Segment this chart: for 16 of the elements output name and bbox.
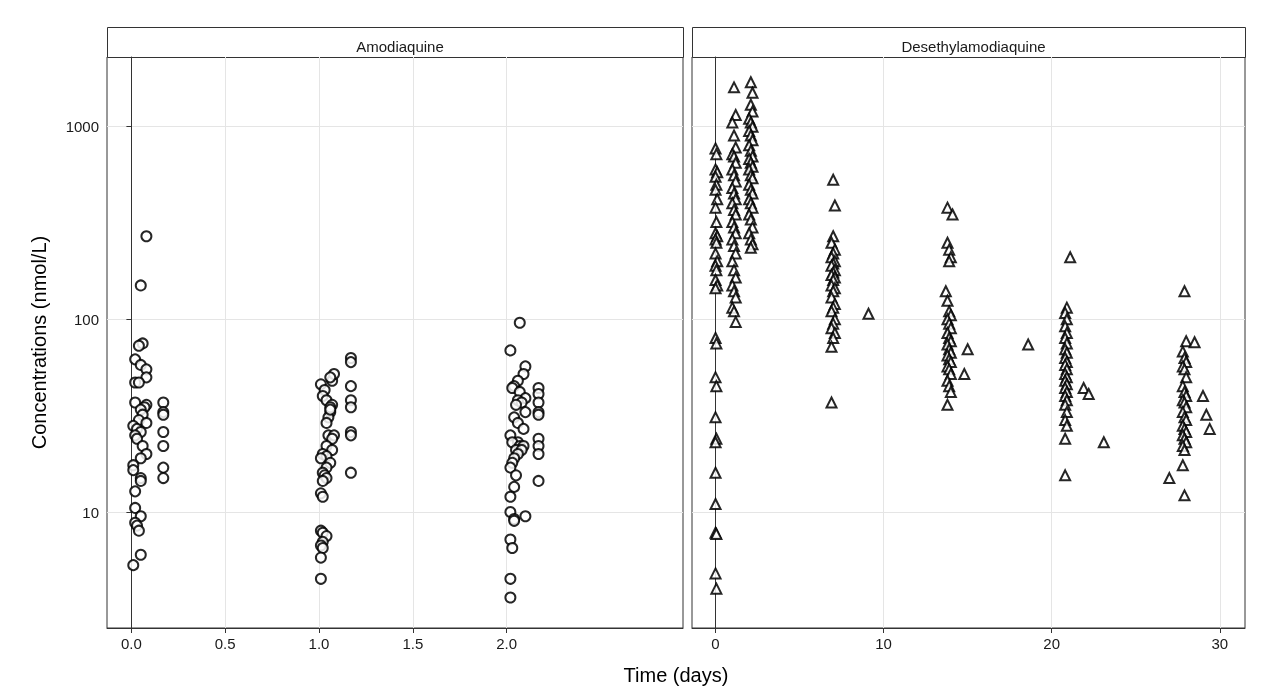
x-tick-label: 1.0 [308, 635, 330, 652]
x-tick-label: 2.0 [496, 635, 518, 652]
chart-title: Amodiaquine [356, 38, 444, 55]
x-tick-label: 0.0 [120, 635, 142, 652]
y-tick-label: 100 [73, 310, 99, 328]
y-tick-label: 10 [82, 503, 99, 521]
x-tick-label: 0.5 [214, 635, 236, 652]
x-axis-title: Time (days) [622, 664, 730, 687]
x-tick-label: 10 [875, 635, 892, 652]
x-tick-label: 0 [711, 635, 720, 652]
x-tick-label: 20 [1043, 635, 1061, 652]
chart-title: Desethylamodiaquine [901, 38, 1046, 55]
x-tick-label: 1.5 [402, 635, 424, 652]
x-tick-label: 30 [1211, 635, 1229, 652]
y-tick-label: 1000 [65, 118, 99, 136]
y-axis-title: Concentrations (nmol/L) [28, 235, 50, 450]
